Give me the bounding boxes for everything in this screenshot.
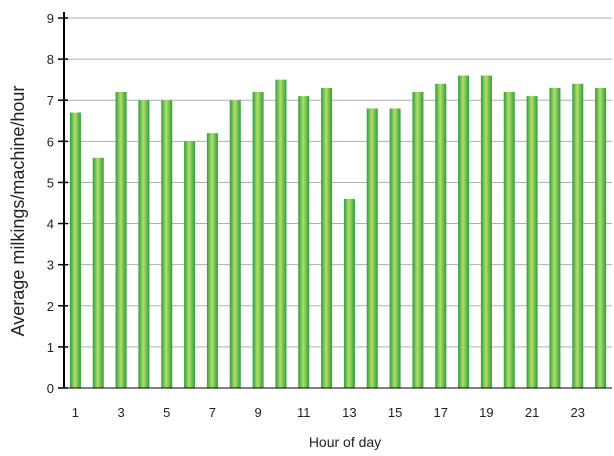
gridlines	[64, 17, 612, 348]
y-tick-label: 6	[47, 134, 54, 149]
y-axis-label: Average milkings/machine/hour	[8, 86, 28, 337]
bar-hour-10	[275, 79, 287, 389]
bar-hour-17	[435, 83, 447, 389]
y-tick-label: 5	[47, 175, 54, 190]
x-tick-label: 13	[342, 405, 356, 420]
bar-hour-19	[480, 75, 492, 389]
x-tick-label: 3	[117, 405, 124, 420]
x-tick-label: 21	[525, 405, 539, 420]
bar-hour-14	[366, 108, 378, 388]
bar-hour-20	[503, 92, 515, 388]
x-tick-label: 19	[479, 405, 493, 420]
bar-hour-6	[184, 141, 196, 388]
x-tick-labels: 1 3 5 7 9 11 13 15 17 19 21 23	[72, 405, 585, 420]
y-tick-label: 8	[47, 52, 54, 67]
y-tick-label: 1	[47, 340, 54, 355]
bar-hour-9	[252, 92, 264, 388]
bar-hour-3	[115, 92, 127, 388]
y-tick-label: 4	[47, 217, 54, 232]
bar-hour-15	[389, 108, 401, 388]
y-tick-label: 0	[47, 381, 54, 396]
x-tick-label: 5	[163, 405, 170, 420]
bar-hour-5	[161, 100, 173, 388]
bar-hour-12	[321, 87, 333, 388]
y-tick-label: 7	[47, 93, 54, 108]
bar-hour-24	[595, 87, 607, 388]
x-tick-label: 17	[434, 405, 448, 420]
bar-hour-13	[343, 198, 355, 388]
y-tick-label: 2	[47, 299, 54, 314]
bar-hour-18	[458, 75, 470, 389]
y-tick-labels: 0 1 2 3 4 5 6 7 8 9	[47, 11, 54, 396]
bar-hour-4	[138, 100, 150, 388]
bar-hour-1	[69, 112, 81, 389]
x-tick-label: 15	[388, 405, 402, 420]
bar-hour-16	[412, 92, 424, 388]
axes	[58, 12, 612, 389]
x-tick-label: 11	[297, 405, 311, 420]
bar-hour-22	[549, 87, 561, 388]
bar-hour-2	[92, 157, 104, 388]
x-tick-label: 9	[254, 405, 261, 420]
bars	[69, 75, 607, 389]
x-tick-label: 7	[209, 405, 216, 420]
y-tick-label: 3	[47, 258, 54, 273]
bar-hour-11	[298, 96, 310, 388]
x-tick-label: 1	[72, 405, 79, 420]
bar-hour-8	[229, 100, 241, 388]
x-tick-label: 23	[571, 405, 585, 420]
bar-hour-23	[572, 83, 584, 389]
bar-hour-7	[206, 133, 218, 388]
y-tick-label: 9	[47, 11, 54, 26]
bar-hour-21	[526, 96, 538, 388]
x-axis-label: Hour of day	[309, 434, 381, 450]
